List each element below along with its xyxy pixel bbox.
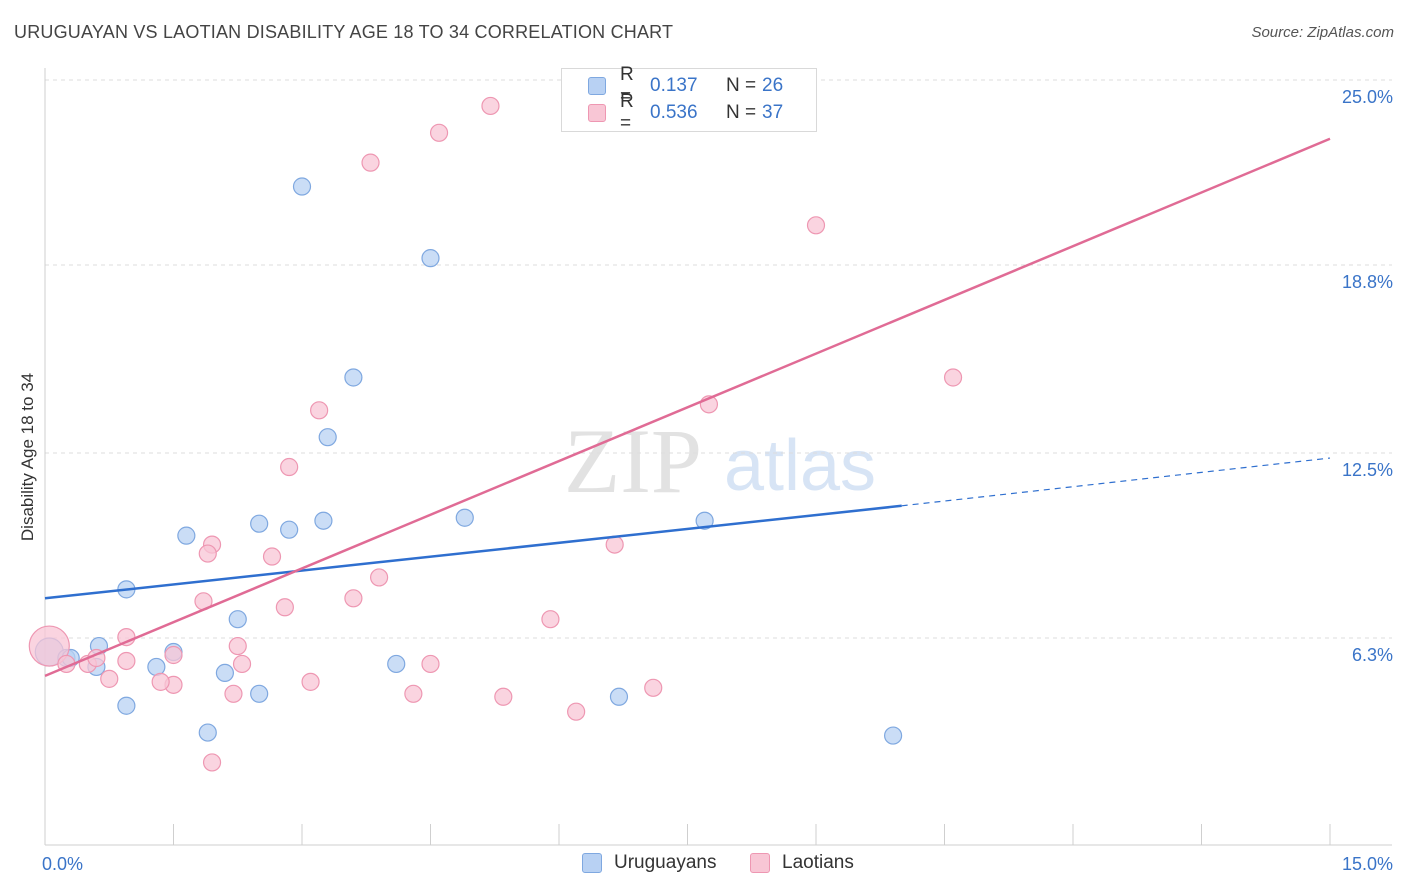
laotians-point bbox=[310, 401, 329, 420]
laotians-point bbox=[280, 457, 299, 477]
x-tick-label: 0.0% bbox=[42, 854, 83, 874]
uruguayans-point bbox=[117, 696, 136, 715]
laotians-point bbox=[494, 687, 513, 706]
y-tick-label: 18.8% bbox=[1342, 272, 1393, 292]
uruguayans-point bbox=[695, 511, 714, 530]
uruguayans-trend-extension bbox=[901, 457, 1331, 507]
uruguayans-point bbox=[250, 514, 269, 533]
laotians-point bbox=[202, 753, 222, 772]
uruguayans-point bbox=[883, 726, 903, 745]
laotians-point bbox=[262, 547, 282, 566]
r-value: 0.137 bbox=[650, 75, 698, 96]
laotians-point bbox=[644, 678, 663, 697]
series-legend: Uruguayans Laotians bbox=[0, 852, 1406, 876]
chart-title: URUGUAYAN VS LAOTIAN DISABILITY AGE 18 T… bbox=[14, 22, 674, 42]
r-label: R = bbox=[620, 64, 634, 107]
uruguayans-trend-line bbox=[44, 504, 902, 600]
laotians-point bbox=[806, 216, 826, 235]
laotians-point bbox=[344, 589, 363, 608]
y-axis-label: Disability Age 18 to 34 bbox=[18, 372, 37, 542]
uruguayans-point bbox=[177, 526, 196, 545]
n-label: N = bbox=[726, 102, 757, 123]
laotians-point bbox=[567, 702, 586, 721]
legend-row-uruguayans: R = 0.137 N = 26 bbox=[588, 64, 784, 107]
legend-item-laotians[interactable]: Laotians bbox=[750, 852, 854, 874]
laotians-point bbox=[481, 96, 500, 116]
y-tick-label: 12.5% bbox=[1342, 460, 1393, 480]
laotians-point bbox=[117, 651, 136, 671]
laotians-swatch-icon bbox=[588, 104, 606, 122]
laotians-swatch-icon bbox=[750, 853, 770, 873]
legend-label: Laotians bbox=[782, 852, 854, 873]
r-value: 0.536 bbox=[650, 102, 698, 123]
laotians-point bbox=[232, 654, 252, 674]
laotians-point bbox=[429, 123, 449, 142]
uruguayans-swatch-icon bbox=[588, 77, 606, 95]
laotians-point bbox=[943, 368, 963, 387]
laotians-point bbox=[151, 672, 170, 691]
legend-row-laotians: R = 0.536 N = 37 bbox=[588, 91, 784, 134]
laotians-point bbox=[361, 153, 380, 172]
n-value: 37 bbox=[762, 102, 784, 123]
uruguayans-point bbox=[318, 428, 337, 447]
n-value: 26 bbox=[762, 75, 784, 96]
laotians-point bbox=[224, 684, 243, 703]
x-tick-label: 15.0% bbox=[1342, 854, 1393, 874]
uruguayans-point bbox=[215, 663, 234, 683]
legend-item-uruguayans[interactable]: Uruguayans bbox=[582, 852, 716, 874]
uruguayans-point bbox=[455, 508, 474, 527]
watermark-zip: ZIP bbox=[564, 410, 702, 512]
laotians-point bbox=[541, 610, 560, 629]
uruguayans-point bbox=[250, 684, 269, 703]
laotians-point bbox=[370, 568, 389, 587]
stats-legend: R = 0.137 N = 26 R = 0.536 N = 37 bbox=[561, 64, 817, 134]
uruguayans-point bbox=[387, 654, 406, 674]
uruguayans-swatch-icon bbox=[582, 853, 602, 873]
uruguayans-point bbox=[344, 368, 363, 387]
uruguayans-point bbox=[147, 657, 166, 677]
laotians-point bbox=[301, 672, 320, 691]
legend-label: Uruguayans bbox=[614, 852, 717, 873]
y-tick-label: 6.3% bbox=[1352, 645, 1393, 665]
y-tick-label: 25.0% bbox=[1342, 87, 1393, 107]
uruguayans-point bbox=[280, 520, 299, 539]
uruguayans-point bbox=[292, 177, 312, 196]
watermark-atlas: atlas bbox=[724, 426, 876, 506]
laotians-point bbox=[421, 654, 440, 674]
n-label: N = bbox=[726, 75, 757, 96]
laotians-point bbox=[198, 544, 217, 563]
r-label: R = bbox=[620, 91, 634, 134]
laotians-point bbox=[275, 598, 294, 617]
laotians-point bbox=[28, 625, 70, 667]
laotians-point bbox=[228, 636, 247, 656]
uruguayans-point bbox=[314, 511, 333, 530]
laotians-trend-line bbox=[44, 137, 1331, 678]
uruguayans-point bbox=[421, 249, 440, 268]
laotians-point bbox=[100, 669, 119, 688]
laotians-point bbox=[164, 645, 183, 665]
uruguayans-point bbox=[198, 723, 217, 742]
laotians-point bbox=[404, 684, 423, 703]
source-label: Source: ZipAtlas.com bbox=[1251, 24, 1394, 41]
uruguayans-point bbox=[228, 610, 247, 629]
uruguayans-point bbox=[609, 687, 629, 706]
